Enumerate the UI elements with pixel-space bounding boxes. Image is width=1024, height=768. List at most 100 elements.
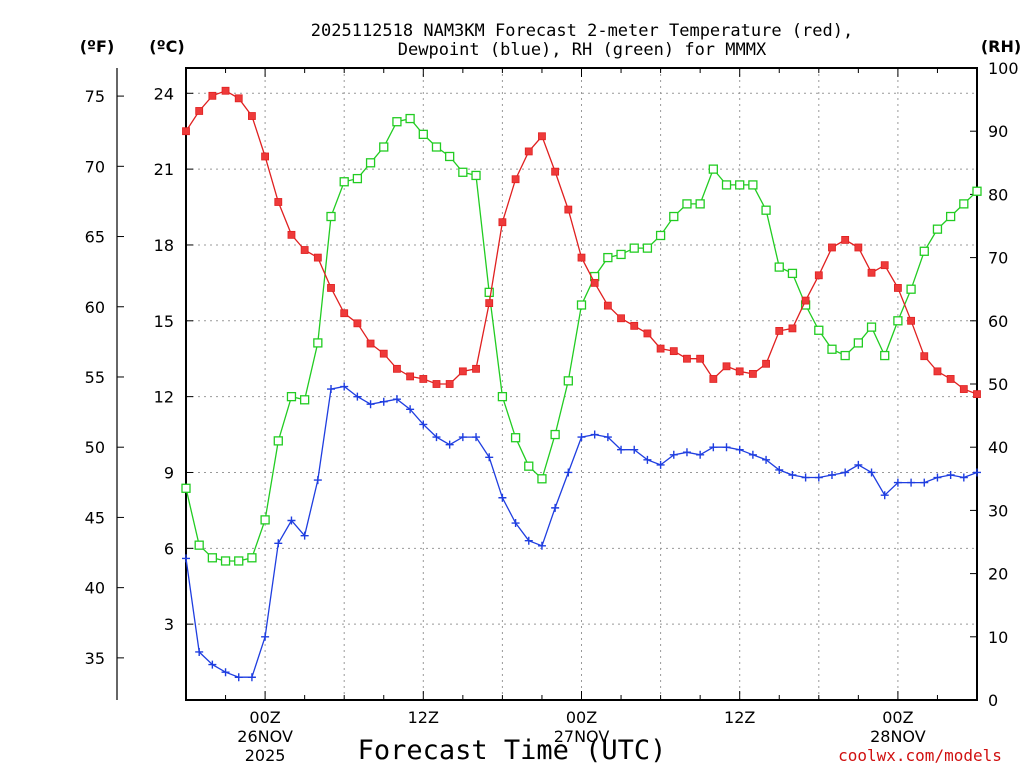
rh-point xyxy=(326,211,336,222)
f-tick-label: 65 xyxy=(85,228,105,247)
temperature-point xyxy=(313,253,322,262)
rh-point xyxy=(853,338,863,348)
celsius-unit-label: (ºC) xyxy=(149,37,184,56)
temperature-point xyxy=(300,246,309,254)
rh-point xyxy=(445,151,455,162)
dewpoint-point xyxy=(920,478,929,487)
rh-point xyxy=(893,316,903,326)
dewpoint-point xyxy=(234,673,243,682)
temperature-point xyxy=(709,375,718,383)
dewpoint-point xyxy=(630,445,639,454)
rh-point xyxy=(273,436,283,446)
rh-point xyxy=(669,211,679,222)
temperature-point xyxy=(603,301,612,310)
series-green xyxy=(181,113,982,566)
rh-point xyxy=(352,173,363,184)
temperature-point xyxy=(762,359,770,368)
dewpoint-point xyxy=(946,471,955,480)
rh-point xyxy=(365,158,376,168)
grid-lines xyxy=(186,68,978,700)
x-tick-time-label: 00Z xyxy=(566,708,597,727)
temperature-point xyxy=(538,132,546,141)
chart-title-line-2: Dewpoint (blue), RH (green) for MMMX xyxy=(398,40,767,60)
rh-point xyxy=(774,262,784,272)
dewpoint-point xyxy=(603,433,612,442)
rh-tick-label: 100 xyxy=(988,59,1019,78)
rh-point xyxy=(642,243,653,253)
dewpoint-point xyxy=(419,420,428,429)
c-tick-label: 15 xyxy=(154,312,174,331)
temperature-point xyxy=(973,390,981,399)
temperature-point xyxy=(828,243,836,252)
dewpoint-point xyxy=(485,453,494,462)
temperature-point xyxy=(524,147,533,156)
x-tick-date-label: 28NOV xyxy=(870,727,926,746)
temperature-point xyxy=(274,198,283,206)
dewpoint-point xyxy=(933,473,942,482)
dewpoint-point xyxy=(537,541,546,550)
c-tick-label: 18 xyxy=(154,236,174,255)
rh-point xyxy=(814,325,824,335)
temperature-point xyxy=(577,253,586,262)
dewpoint-point xyxy=(406,405,415,414)
dewpoint-point xyxy=(775,465,784,474)
temperature-point xyxy=(643,329,652,338)
f-tick-label: 70 xyxy=(85,157,105,176)
celsius-axis: 24 21 18 15 12 9 6 3 xyxy=(154,84,193,634)
dewpoint-point xyxy=(656,460,665,469)
dewpoint-point xyxy=(511,519,520,528)
rh-point xyxy=(207,553,218,563)
rh-point xyxy=(484,287,494,298)
f-tick-label: 75 xyxy=(85,87,105,106)
rh-point xyxy=(906,284,916,294)
rh-point xyxy=(880,350,890,361)
dewpoint-point xyxy=(247,673,256,682)
f-tick-label: 50 xyxy=(85,438,105,457)
rh-point xyxy=(537,474,547,484)
rh-point xyxy=(260,515,270,525)
f-tick-label: 45 xyxy=(85,508,105,527)
rh-point xyxy=(379,142,389,152)
x-tick-year-label: 2025 xyxy=(245,746,286,765)
rh-point xyxy=(392,117,402,127)
dewpoint-point xyxy=(445,440,454,449)
c-tick-label: 3 xyxy=(164,615,174,634)
rh-point xyxy=(840,350,850,361)
dewpoint-point xyxy=(287,516,296,525)
fahrenheit-axis: 75 70 65 60 55 50 45 40 35 xyxy=(85,87,124,668)
temperature-point xyxy=(933,367,942,376)
rh-point xyxy=(735,180,745,190)
temperature-point xyxy=(959,385,968,393)
temperature-point xyxy=(669,347,678,356)
rh-point xyxy=(721,180,732,190)
f-tick-label: 35 xyxy=(85,649,105,668)
temperature-point xyxy=(696,354,705,363)
temperature-point xyxy=(894,284,902,292)
dewpoint-point xyxy=(327,385,336,394)
temperature-point xyxy=(748,369,757,378)
dewpoint-point xyxy=(182,554,190,563)
rh-point xyxy=(313,338,323,348)
rh-tick-label: 30 xyxy=(988,501,1008,520)
dewpoint-point xyxy=(379,397,388,406)
rh-point xyxy=(787,268,798,279)
temperature-point xyxy=(248,112,256,120)
dewpoint-point xyxy=(261,632,270,641)
dewpoint-point xyxy=(696,450,705,459)
rh-point xyxy=(616,249,626,260)
temperature-point xyxy=(340,309,349,318)
rh-tick-label: 20 xyxy=(988,565,1008,584)
dewpoint-point xyxy=(551,503,560,512)
temperature-point xyxy=(841,236,850,244)
dewpoint-point xyxy=(353,392,362,401)
fahrenheit-unit-label: (ºF) xyxy=(80,37,115,56)
rh-point xyxy=(286,391,297,402)
dewpoint-point xyxy=(432,433,441,442)
rh-point xyxy=(234,556,244,566)
rh-point xyxy=(748,180,758,190)
dewpoint-point xyxy=(788,471,797,480)
x-tick-time-label: 00Z xyxy=(882,708,913,727)
rh-tick-label: 10 xyxy=(988,628,1008,647)
dewpoint-point xyxy=(867,468,876,477)
